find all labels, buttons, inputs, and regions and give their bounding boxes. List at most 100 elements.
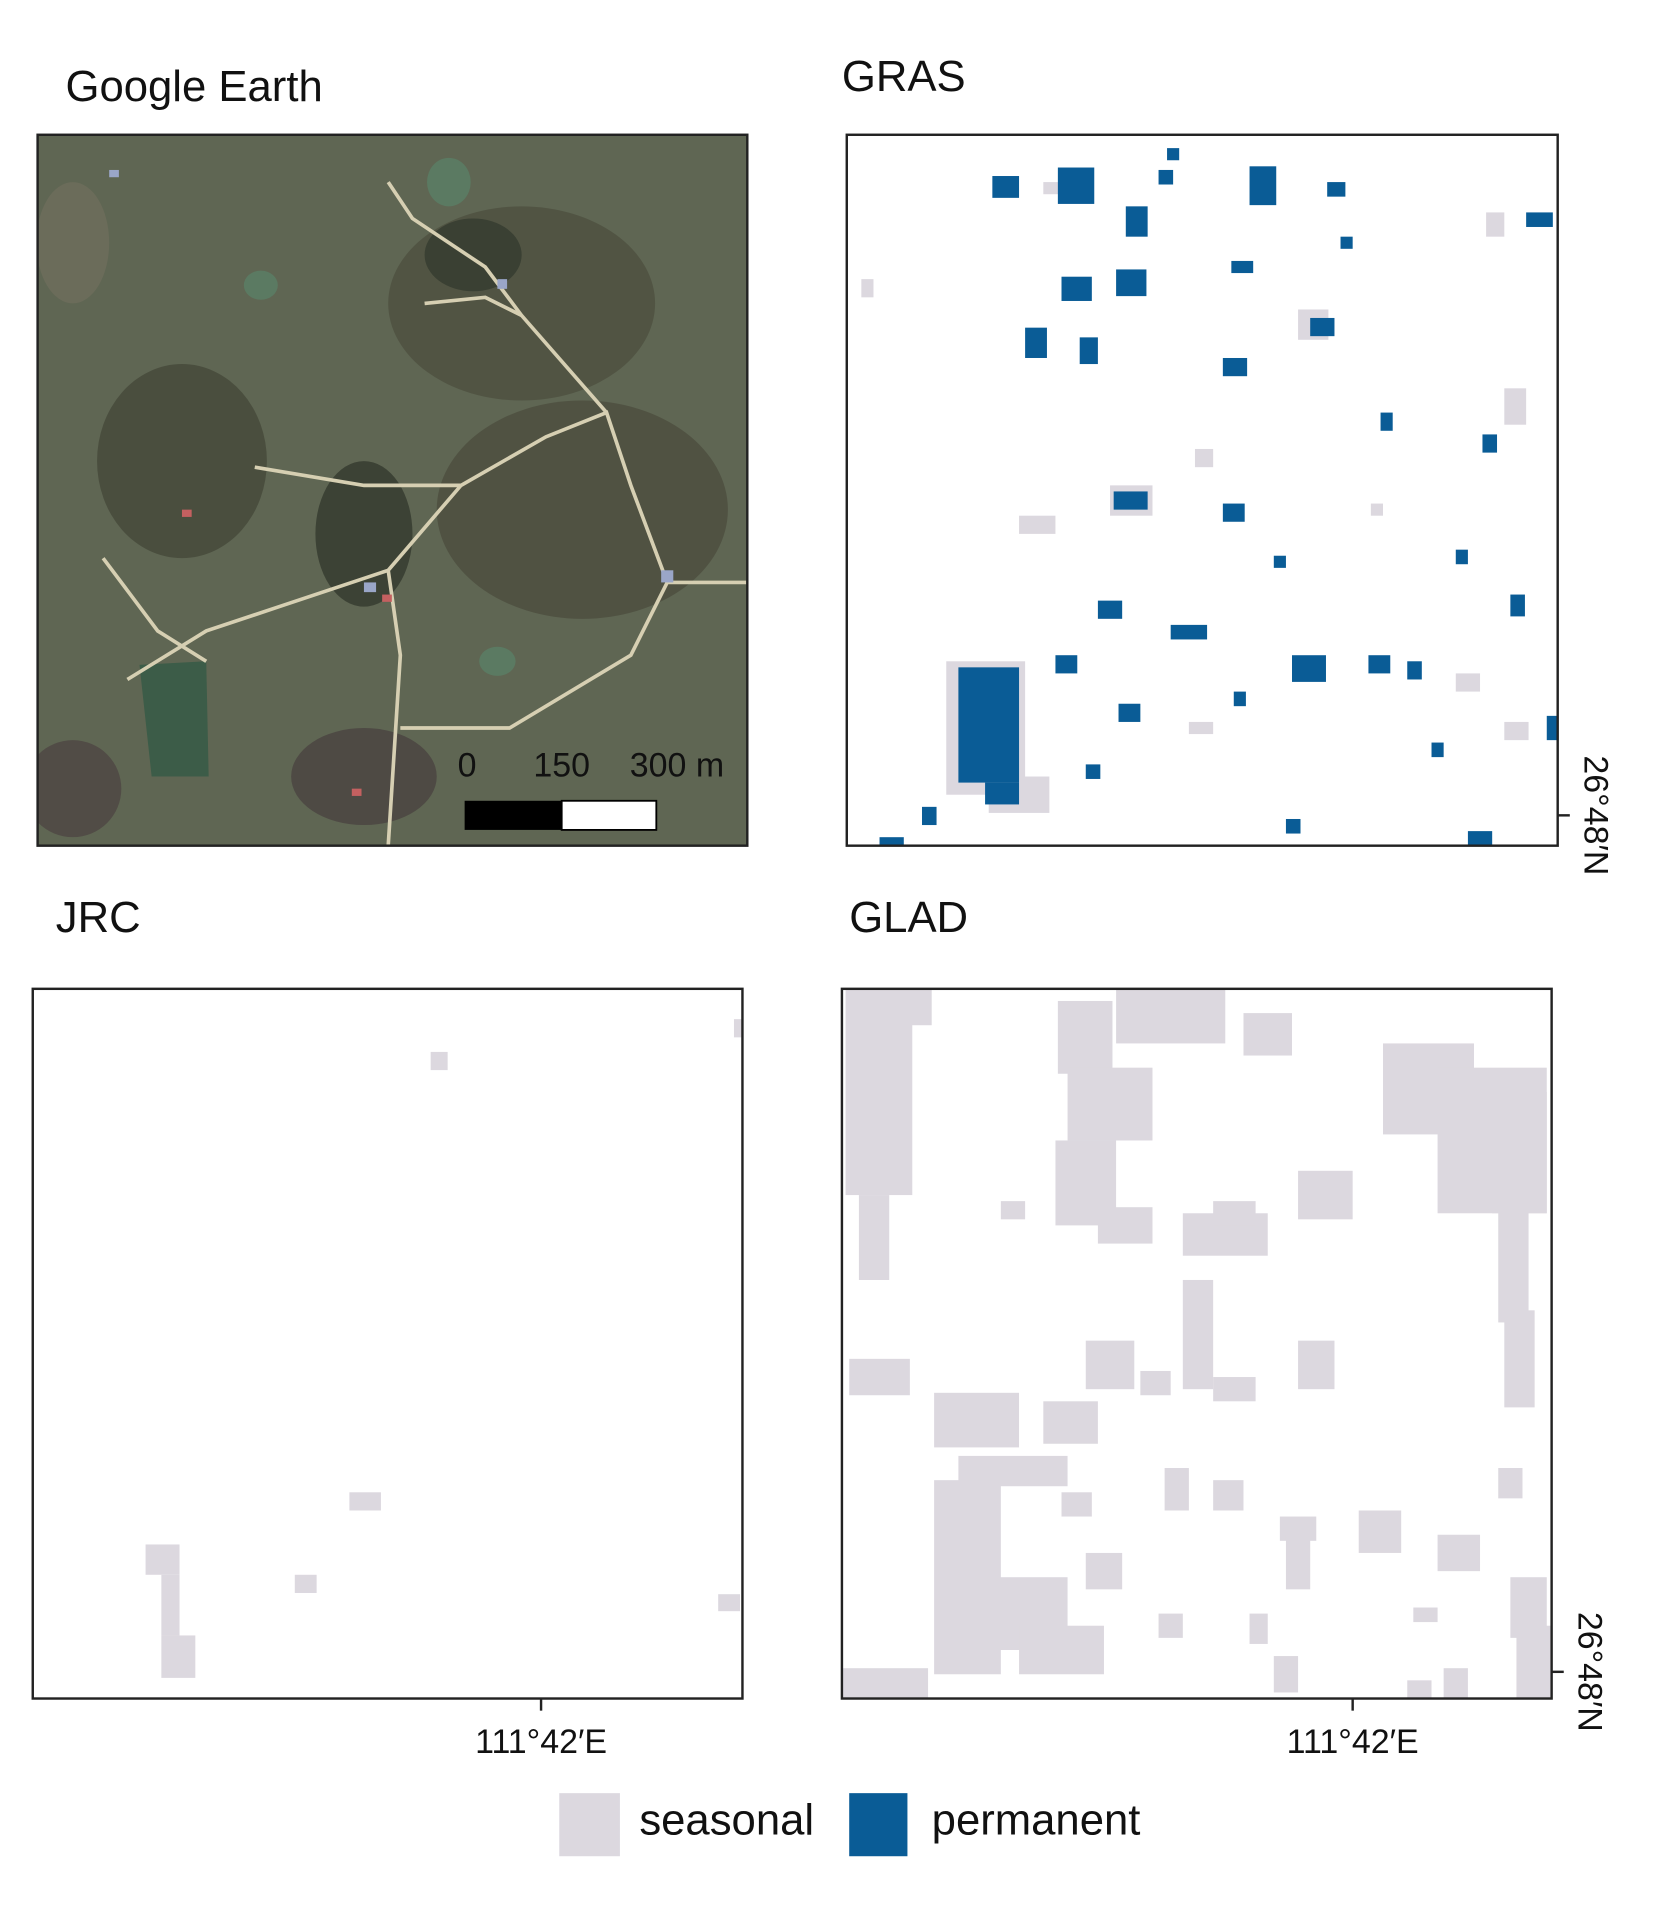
seasonal-water bbox=[1273, 1656, 1299, 1693]
seasonal-water bbox=[1298, 1340, 1335, 1390]
seasonal-water bbox=[1298, 1170, 1353, 1220]
seasonal-water bbox=[1061, 1492, 1092, 1517]
seasonal-water bbox=[1188, 721, 1214, 735]
permanent-water bbox=[1510, 594, 1525, 617]
panel-title: Google Earth bbox=[66, 62, 323, 111]
seasonal-water bbox=[733, 1019, 743, 1038]
panel-title: JRC bbox=[56, 893, 141, 942]
seasonal-water bbox=[1043, 182, 1062, 195]
permanent-water bbox=[921, 806, 937, 826]
satellite-image bbox=[37, 134, 748, 846]
scale-label: 150 bbox=[533, 747, 590, 785]
seasonal-water bbox=[1019, 515, 1056, 534]
permanent-water bbox=[1085, 764, 1101, 779]
legend-swatch bbox=[559, 1793, 620, 1857]
permanent-water bbox=[1222, 503, 1245, 522]
permanent-water bbox=[1167, 148, 1180, 161]
seasonal-water bbox=[1413, 1607, 1438, 1623]
glad-map bbox=[843, 988, 1551, 1699]
permanent-water bbox=[1025, 327, 1047, 358]
legend-label: seasonal bbox=[639, 1795, 814, 1844]
seasonal-water bbox=[145, 1544, 180, 1575]
seasonal-water bbox=[1213, 1201, 1256, 1226]
seasonal-water bbox=[1486, 212, 1505, 237]
seasonal-water bbox=[1249, 1613, 1268, 1644]
seasonal-water bbox=[1358, 1510, 1402, 1553]
seasonal-water bbox=[1000, 1201, 1026, 1220]
seasonal-water bbox=[1097, 1207, 1153, 1244]
permanent-water bbox=[1222, 357, 1248, 377]
permanent-water bbox=[1467, 831, 1493, 846]
seasonal-water bbox=[934, 1392, 1020, 1448]
jrc-map bbox=[145, 1019, 743, 1678]
permanent-water bbox=[1380, 412, 1393, 431]
seasonal-water bbox=[1443, 1668, 1468, 1699]
seasonal-water bbox=[1498, 1201, 1529, 1323]
seasonal-water bbox=[349, 1492, 381, 1511]
permanent-water bbox=[1368, 655, 1391, 674]
lat-label: 26°48′N bbox=[1576, 755, 1614, 875]
permanent-water bbox=[1055, 655, 1078, 674]
permanent-water bbox=[1113, 491, 1148, 510]
permanent-water bbox=[1431, 742, 1444, 758]
lat-label: 26°48′N bbox=[1570, 1612, 1608, 1732]
gras-map bbox=[861, 148, 1558, 846]
permanent-water bbox=[1118, 703, 1141, 722]
lon-label: 111°42′E bbox=[1287, 1723, 1419, 1761]
seasonal-water bbox=[1116, 988, 1226, 1044]
permanent-water bbox=[1327, 182, 1346, 197]
permanent-water bbox=[1097, 600, 1123, 619]
panel-frame bbox=[845, 133, 1559, 847]
seasonal-water bbox=[934, 1480, 1001, 1675]
permanent-water bbox=[992, 176, 1020, 198]
permanent-water bbox=[1061, 276, 1092, 301]
legend-swatch bbox=[849, 1793, 908, 1857]
permanent-water bbox=[1340, 236, 1353, 249]
panel-frame bbox=[840, 987, 1553, 1700]
seasonal-water bbox=[1492, 1091, 1547, 1214]
permanent-water bbox=[1292, 655, 1326, 682]
seasonal-water bbox=[718, 1594, 741, 1612]
seasonal-water bbox=[1504, 388, 1527, 425]
seasonal-water bbox=[1194, 448, 1214, 468]
seasonal-water bbox=[294, 1574, 317, 1593]
permanent-water bbox=[1455, 549, 1468, 565]
scale-bar-white bbox=[560, 799, 658, 831]
permanent-water bbox=[1546, 715, 1558, 741]
scale-label: 300 m bbox=[630, 747, 724, 785]
permanent-water bbox=[1231, 260, 1254, 274]
permanent-water bbox=[1079, 337, 1098, 365]
seasonal-water bbox=[1407, 1680, 1432, 1699]
seasonal-water bbox=[1158, 1613, 1183, 1638]
panel-title: GLAD bbox=[849, 893, 968, 942]
seasonal-water bbox=[1057, 1000, 1113, 1074]
seasonal-water bbox=[843, 1668, 929, 1699]
seasonal-water bbox=[161, 1635, 196, 1678]
permanent-water bbox=[1158, 169, 1174, 185]
permanent-water bbox=[1310, 317, 1335, 337]
permanent-water bbox=[1249, 166, 1277, 206]
seasonal-water bbox=[1455, 673, 1481, 692]
permanent-water bbox=[1233, 691, 1246, 707]
permanent-water bbox=[1116, 269, 1147, 297]
permanent-water bbox=[1125, 206, 1148, 237]
seasonal-water bbox=[861, 279, 874, 298]
scale-label: 0 bbox=[458, 747, 477, 785]
seasonal-water bbox=[1437, 1534, 1481, 1572]
seasonal-water bbox=[858, 1195, 890, 1280]
permanent-water bbox=[1482, 434, 1498, 453]
scale-bar-black bbox=[464, 800, 562, 830]
seasonal-water bbox=[1213, 1377, 1256, 1402]
seasonal-water bbox=[1285, 1534, 1311, 1590]
seasonal-water bbox=[1213, 1480, 1244, 1511]
seasonal-water bbox=[1182, 1279, 1214, 1390]
seasonal-water bbox=[1043, 1401, 1098, 1444]
panel-title: GRAS bbox=[842, 52, 966, 101]
seasonal-water bbox=[161, 1574, 180, 1636]
permanent-water bbox=[1526, 212, 1553, 227]
seasonal-water bbox=[1085, 1340, 1135, 1390]
seasonal-water bbox=[1498, 1468, 1523, 1499]
legend-label: permanent bbox=[932, 1795, 1141, 1844]
